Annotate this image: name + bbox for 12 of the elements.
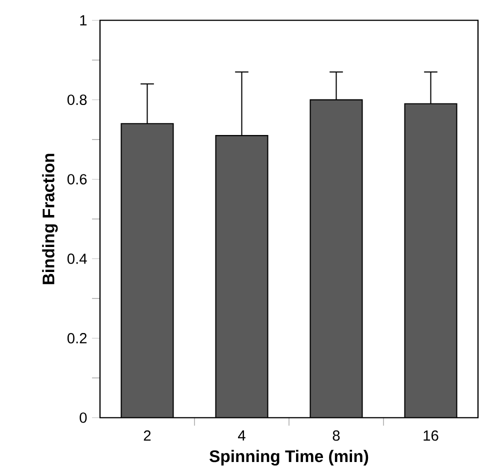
y-tick-label: 0.6 (67, 174, 87, 184)
x-tick-label: 4 (238, 430, 246, 440)
x-axis-title: Spinning Time (min) (210, 450, 368, 466)
y-tick-label: 0.8 (67, 94, 87, 105)
y-tick-label: 0.4 (67, 254, 87, 264)
x-tick-label: 8 (332, 430, 340, 441)
y-tick-label: 0.2 (67, 333, 87, 344)
x-tick-label: 16 (424, 430, 438, 441)
x-tick-label: 2 (144, 430, 151, 441)
y-tick-label: 0 (80, 412, 87, 423)
y-tick-label: 1 (80, 15, 87, 26)
y-axis-title: Binding Fraction (42, 154, 58, 284)
